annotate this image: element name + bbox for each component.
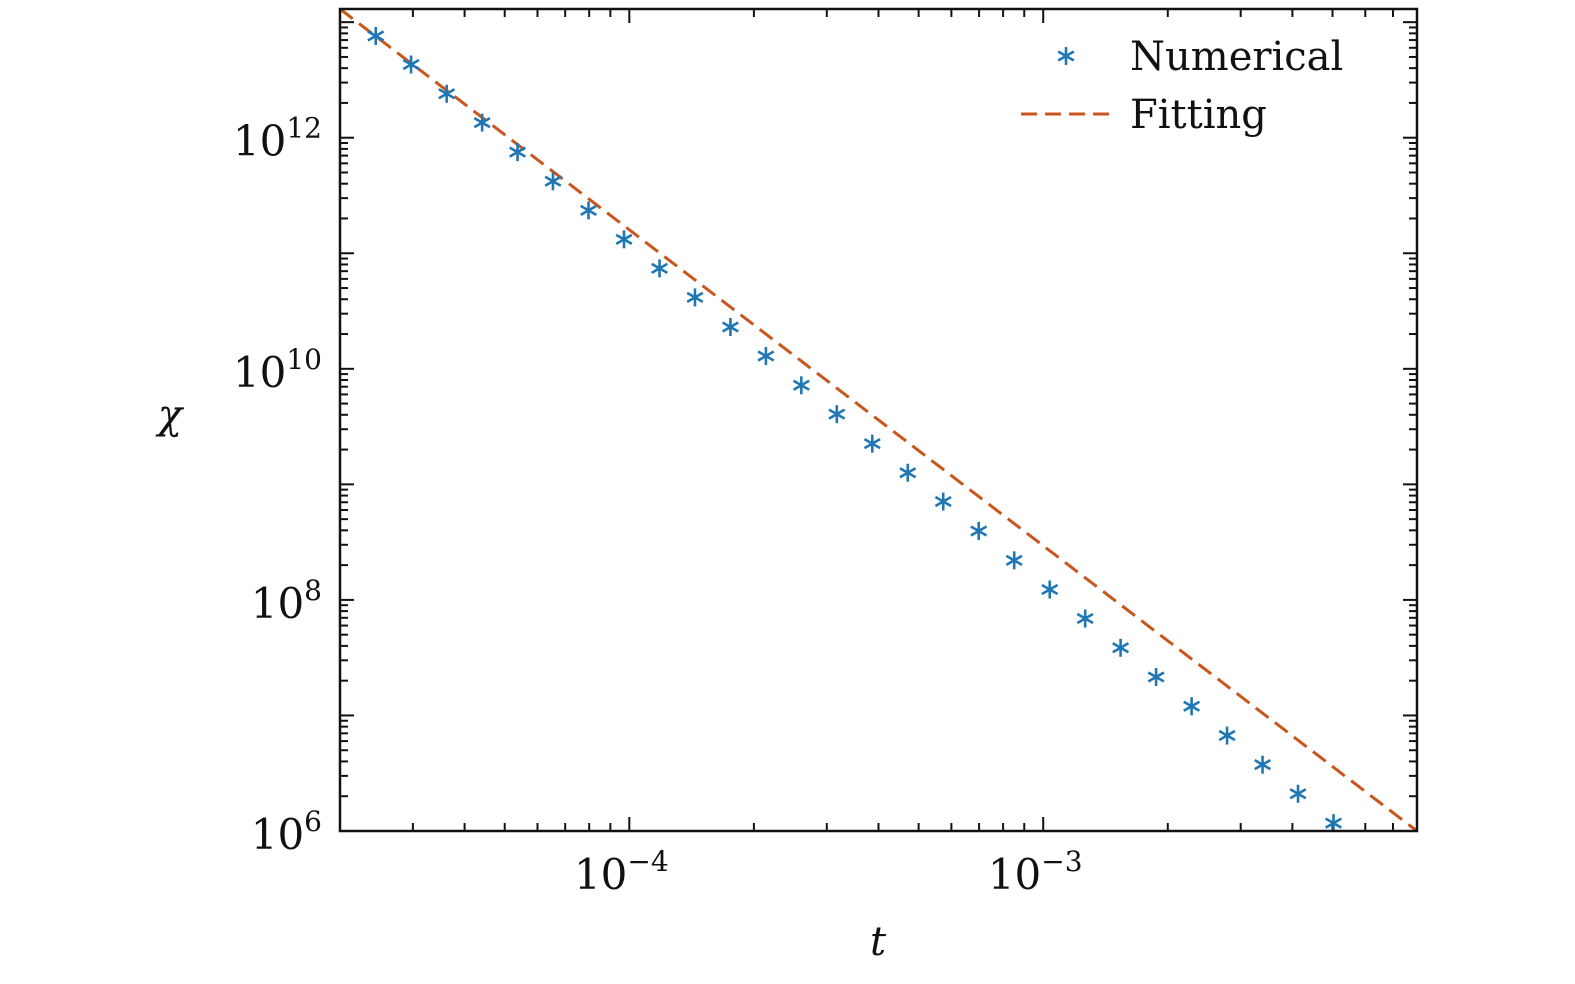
data-point <box>721 318 739 337</box>
data-point <box>828 405 846 424</box>
data-point <box>934 492 952 511</box>
legend-asterisk <box>1057 47 1075 65</box>
x-tick-label: 10−4 <box>574 845 669 899</box>
data-point <box>1041 580 1059 599</box>
legend: Numerical Fitting <box>1021 34 1343 138</box>
fitting-series <box>339 7 1418 833</box>
x-tick-labels: 10−4 10−3 <box>574 845 1083 899</box>
data-point <box>402 55 420 74</box>
data-point <box>863 434 881 453</box>
data-point <box>757 347 775 366</box>
data-point <box>899 463 917 482</box>
legend-label-numerical: Numerical <box>1130 34 1343 80</box>
data-point <box>580 201 597 220</box>
fitting-line <box>339 7 1418 833</box>
axis-ticks <box>339 9 1418 832</box>
y-tick-label: 1012 <box>233 112 322 166</box>
numerical-series <box>367 26 1342 833</box>
data-point <box>1147 668 1165 687</box>
y-tick-label: 1010 <box>233 343 322 397</box>
data-point <box>1076 609 1094 628</box>
plot-frame <box>338 7 1419 833</box>
x-tick-label: 10−3 <box>988 845 1083 899</box>
data-point <box>1289 784 1307 803</box>
y-tick-label: 108 <box>251 574 322 628</box>
data-point <box>651 259 668 278</box>
legend-label-fitting: Fitting <box>1130 92 1267 138</box>
data-point <box>792 376 810 395</box>
data-point <box>970 521 988 540</box>
data-point <box>1218 726 1236 745</box>
y-tick-labels: 106 108 1010 1012 <box>233 112 322 859</box>
data-point <box>686 288 704 307</box>
data-point <box>1183 697 1201 716</box>
data-point <box>438 84 456 103</box>
data-point <box>544 172 562 191</box>
legend-marker-numerical <box>1057 47 1075 65</box>
data-point <box>615 230 633 249</box>
data-point <box>509 143 527 162</box>
data-point <box>1254 755 1272 774</box>
y-axis-label: χ <box>155 392 185 438</box>
y-tick-label: 106 <box>251 805 322 859</box>
data-point <box>1325 814 1342 833</box>
data-point <box>367 26 385 45</box>
data-point <box>473 113 491 132</box>
x-axis-label: t <box>870 919 887 965</box>
data-point <box>1112 638 1130 657</box>
data-point <box>1005 551 1023 570</box>
